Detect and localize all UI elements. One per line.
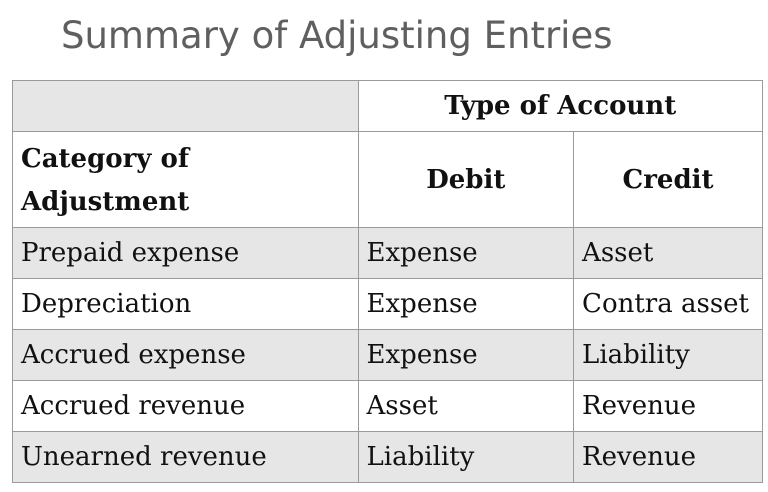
category-cell: Prepaid expense (12, 227, 359, 279)
debit-header: Debit (357, 131, 575, 228)
debit-cell: Liability (357, 431, 575, 483)
debit-cell: Expense (357, 278, 575, 330)
adjusting-entries-table: Type of Account Category of Adjustment D… (12, 80, 764, 483)
category-header-line2: Adjustment (21, 186, 190, 217)
empty-header-cell (12, 80, 359, 132)
category-cell: Accrued revenue (12, 380, 359, 432)
table-group-header-row: Type of Account (12, 80, 764, 132)
table-row: Depreciation Expense Contra asset (12, 278, 763, 330)
credit-cell: Asset (573, 227, 763, 279)
category-header-line1: Category of (21, 143, 189, 174)
credit-cell: Revenue (573, 431, 763, 483)
debit-cell: Asset (357, 380, 575, 432)
category-header: Category of Adjustment (12, 131, 359, 228)
table-header-row: Category of Adjustment Debit Credit (12, 131, 763, 228)
page-title: Summary of Adjusting Entries (61, 14, 613, 57)
table-row: Accrued revenue Asset Revenue (12, 380, 763, 432)
debit-cell: Expense (357, 227, 575, 279)
debit-cell: Expense (357, 329, 575, 381)
table-row: Unearned revenue Liability Revenue (12, 431, 763, 483)
credit-cell: Liability (573, 329, 763, 381)
table-row: Prepaid expense Expense Asset (12, 227, 763, 279)
category-cell: Depreciation (12, 278, 359, 330)
category-cell: Unearned revenue (12, 431, 359, 483)
credit-cell: Contra asset (573, 278, 763, 330)
type-of-account-header: Type of Account (357, 80, 764, 132)
table-row: Accrued expense Expense Liability (12, 329, 763, 381)
credit-cell: Revenue (573, 380, 763, 432)
category-cell: Accrued expense (12, 329, 359, 381)
credit-header: Credit (573, 131, 763, 228)
